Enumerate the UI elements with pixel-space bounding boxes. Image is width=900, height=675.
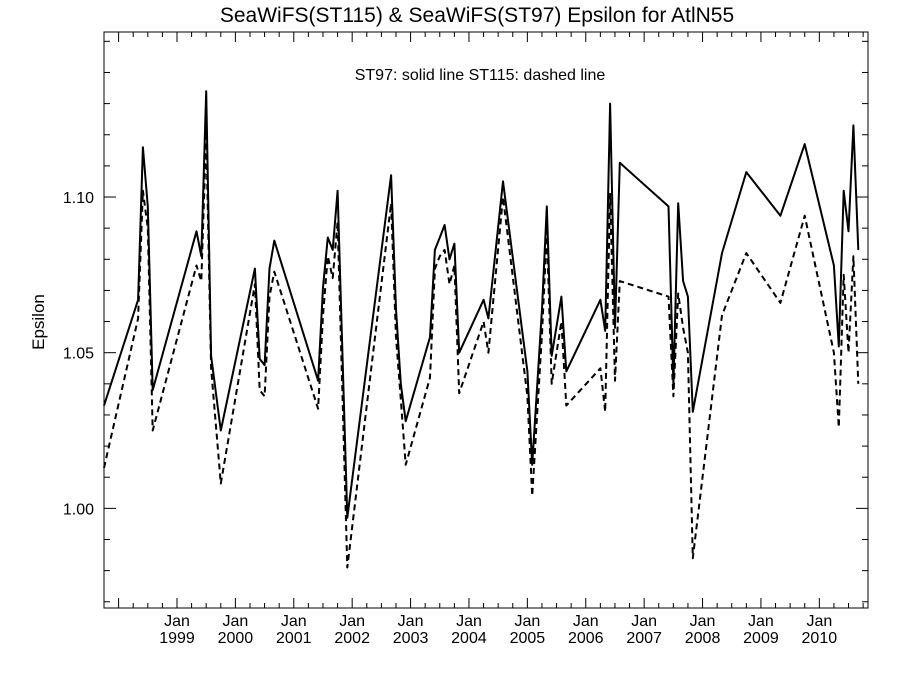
x-tick-label-year: 2002	[334, 630, 370, 647]
x-tick-label-year: 1999	[159, 630, 195, 647]
y-tick-label: 1.00	[63, 501, 94, 518]
x-tick-label-month: Jan	[281, 613, 307, 630]
x-tick-label-year: 2006	[568, 630, 604, 647]
x-axis-ticks: Jan1999Jan2000Jan2001Jan2002Jan2003Jan20…	[118, 32, 864, 647]
series-line-st97	[103, 90, 860, 519]
x-tick-label-month: Jan	[398, 613, 424, 630]
chart-title: SeaWiFS(ST115) & SeaWiFS(ST97) Epsilon f…	[220, 4, 734, 27]
x-tick-label-year: 2008	[685, 630, 721, 647]
x-tick-label-month: Jan	[514, 613, 540, 630]
chart-annotation: ST97: solid line ST115: dashed line	[355, 67, 606, 84]
y-axis-ticks: 1.00 1.05 1.10	[63, 40, 868, 603]
x-tick-label-year: 2000	[218, 630, 254, 647]
x-tick-label-month: Jan	[164, 613, 190, 630]
x-tick-label-year: 2003	[393, 630, 429, 647]
plot-frame	[103, 31, 869, 609]
x-tick-label-year: 2007	[626, 630, 662, 647]
x-tick-label-month: Jan	[222, 613, 248, 630]
x-tick-label-year: 2009	[743, 630, 779, 647]
x-tick-label-year: 2004	[451, 630, 487, 647]
x-tick-label-month: Jan	[748, 613, 774, 630]
y-axis-label: Epsilon	[29, 294, 48, 350]
x-tick-label-year: 2001	[276, 630, 312, 647]
series-group	[103, 90, 860, 569]
series-line-st115	[103, 130, 860, 569]
x-tick-label-month: Jan	[456, 613, 482, 630]
x-tick-label-month: Jan	[339, 613, 365, 630]
x-tick-label-month: Jan	[806, 613, 832, 630]
x-tick-label-month: Jan	[573, 613, 599, 630]
x-tick-label-month: Jan	[631, 613, 657, 630]
x-tick-label-month: Jan	[690, 613, 716, 630]
x-tick-label-year: 2010	[802, 630, 838, 647]
y-tick-label: 1.05	[63, 346, 94, 363]
y-tick-label: 1.10	[63, 190, 94, 207]
x-tick-label-year: 2005	[510, 630, 546, 647]
